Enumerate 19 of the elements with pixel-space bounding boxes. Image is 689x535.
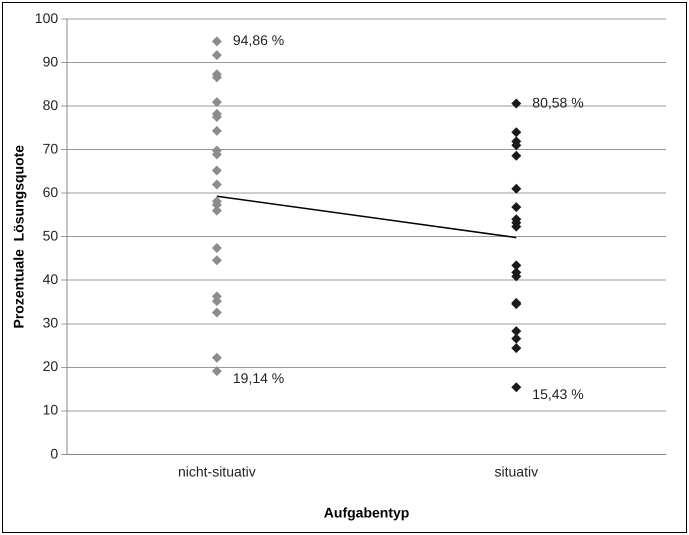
y-tick-label: 10 [42,402,58,418]
x-tick-label: nicht-situativ [178,464,256,480]
y-tick-label: 40 [42,271,58,288]
y-tick-label: 60 [42,184,58,200]
y-tick-label: 0 [50,445,58,462]
annotation: 19,14 % [232,370,284,386]
y-tick-label: 80 [42,96,58,113]
y-tick-label: 50 [42,228,58,244]
x-tick-label: situativ [494,464,538,480]
y-tick-label: 70 [42,140,58,156]
y-tick-label: 20 [42,358,58,374]
y-axis-title: Prozentuale Lösungsquote [10,144,26,328]
annotation: 80,58 % [532,94,584,110]
x-axis-title: Aufgabentyp [324,504,410,520]
annotation: 94,86 % [232,32,284,48]
annotation: 15,43 % [532,386,584,402]
y-tick-label: 30 [42,314,58,331]
y-tick-label: 100 [34,10,58,26]
y-tick-label: 90 [42,53,58,70]
